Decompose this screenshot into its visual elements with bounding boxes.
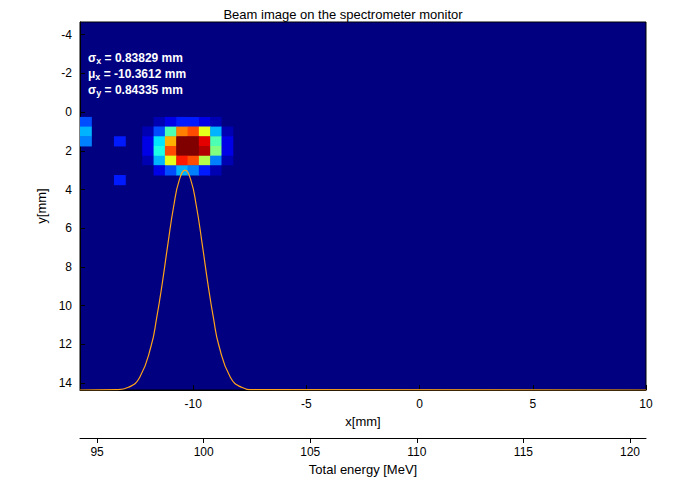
- svg-text:105: 105: [300, 445, 320, 459]
- svg-text:x: x: [96, 56, 102, 66]
- svg-text:x[mm]: x[mm]: [345, 414, 380, 429]
- svg-text:Beam image on the spectrometer: Beam image on the spectrometer monitor: [223, 7, 463, 22]
- svg-text:14: 14: [59, 376, 73, 390]
- svg-text:y: y: [96, 88, 102, 98]
- svg-text:5: 5: [529, 397, 536, 411]
- svg-text:y[mm]: y[mm]: [34, 188, 49, 223]
- svg-text:x: x: [95, 72, 101, 82]
- svg-text:-5: -5: [301, 397, 312, 411]
- svg-text:μ: μ: [88, 67, 95, 81]
- svg-text:= 0.83829 mm: = 0.83829 mm: [101, 51, 183, 65]
- svg-text:10: 10: [639, 397, 653, 411]
- svg-text:= 0.84335 mm: = 0.84335 mm: [101, 83, 183, 97]
- svg-text:Total energy [MeV]: Total energy [MeV]: [309, 462, 417, 477]
- svg-text:4: 4: [65, 183, 72, 197]
- svg-text:10: 10: [59, 299, 73, 313]
- svg-text:2: 2: [65, 144, 72, 158]
- svg-text:95: 95: [90, 445, 104, 459]
- svg-text:12: 12: [59, 337, 73, 351]
- svg-text:115: 115: [514, 445, 533, 459]
- svg-text:8: 8: [65, 260, 72, 274]
- svg-text:-10: -10: [185, 397, 203, 411]
- svg-text:6: 6: [65, 221, 72, 235]
- svg-text:-4: -4: [61, 28, 72, 42]
- svg-text:0: 0: [416, 397, 423, 411]
- svg-text:= -10.3612 mm: = -10.3612 mm: [100, 67, 186, 81]
- svg-text:σ: σ: [88, 83, 96, 97]
- svg-text:-2: -2: [61, 66, 72, 80]
- svg-text:120: 120: [620, 445, 640, 459]
- svg-text:0: 0: [65, 105, 72, 119]
- svg-text:100: 100: [194, 445, 214, 459]
- svg-text:σ: σ: [88, 51, 96, 65]
- svg-text:110: 110: [407, 445, 426, 459]
